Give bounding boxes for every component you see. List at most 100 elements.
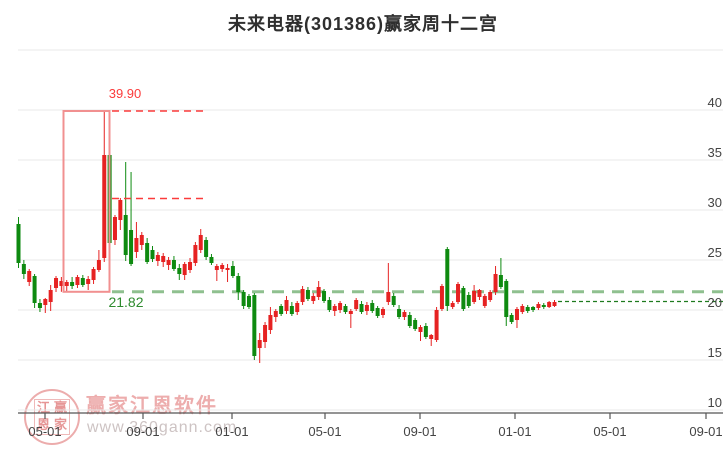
candle-body — [75, 277, 80, 285]
candle-body — [514, 309, 519, 320]
high-price-annotation: 39.90 — [108, 86, 142, 101]
candle-body — [225, 268, 230, 270]
candle-body — [166, 260, 171, 265]
candle-body — [525, 307, 530, 311]
y-axis-label: 15 — [708, 345, 722, 360]
candle-body — [241, 292, 246, 306]
candle-body — [418, 327, 423, 332]
low-price-annotation: 21.82 — [108, 294, 144, 310]
candle-body — [413, 320, 418, 329]
candle-body — [268, 315, 273, 330]
candle-body — [434, 310, 439, 340]
candle-body — [236, 276, 241, 292]
candle-body — [295, 303, 300, 312]
x-axis-label: 09-01 — [403, 424, 436, 439]
candle-body — [129, 230, 134, 264]
candle-body — [370, 303, 375, 311]
candle-body — [322, 291, 327, 301]
y-axis-label: 20 — [708, 295, 722, 310]
candle-body — [327, 300, 332, 310]
candle-body — [263, 325, 268, 342]
y-axis-label: 10 — [708, 395, 722, 410]
candle-body — [21, 264, 26, 274]
candle-body — [520, 306, 525, 312]
candle-body — [64, 282, 69, 286]
candle-body — [536, 304, 541, 308]
candle-body — [359, 304, 364, 312]
candle-body — [118, 200, 123, 220]
candle-body — [96, 260, 101, 270]
candle-body — [54, 278, 59, 288]
candle-body — [204, 240, 209, 257]
candle-body — [284, 300, 289, 311]
candle-body — [139, 235, 144, 245]
candle-body — [80, 278, 85, 285]
candle-body — [155, 255, 160, 261]
candle-body — [466, 295, 471, 306]
x-axis-label: 05-01 — [593, 424, 626, 439]
candle-body — [48, 290, 53, 302]
candle-body — [59, 281, 64, 286]
candle-body — [343, 306, 348, 312]
y-axis-label: 40 — [708, 95, 722, 110]
candle-body — [43, 299, 48, 305]
candle-body — [37, 303, 42, 308]
candle-body — [220, 265, 225, 269]
candle-body — [102, 155, 107, 258]
x-axis-label: 05-01 — [28, 424, 61, 439]
candle-body — [230, 266, 235, 276]
candle-body — [407, 315, 412, 326]
candle-body — [380, 309, 385, 315]
candle-body — [177, 268, 182, 274]
candle-body — [547, 302, 552, 307]
candle-body — [70, 282, 75, 286]
candle-body — [354, 300, 359, 309]
candle-body — [498, 275, 503, 287]
candle-body — [450, 303, 455, 307]
candle-body — [348, 311, 353, 314]
gann-box — [62, 110, 111, 293]
candle-body — [188, 262, 193, 270]
x-axis-label: 01-01 — [215, 424, 248, 439]
candle-body — [488, 292, 493, 300]
candle-body — [300, 289, 305, 302]
candle-body — [386, 292, 391, 302]
candle-body — [279, 306, 284, 314]
candle-body — [209, 257, 214, 263]
candle-body — [193, 245, 198, 263]
x-axis-label: 05-01 — [308, 424, 341, 439]
candle-body — [311, 296, 316, 301]
candle-body — [161, 256, 166, 262]
x-axis-label: 09-01 — [689, 424, 722, 439]
candle-body — [86, 279, 91, 284]
candle-body — [456, 284, 461, 302]
candle-body — [257, 340, 262, 348]
candle-body — [531, 307, 536, 310]
candle-body — [477, 290, 482, 297]
candle-body — [112, 217, 117, 240]
candle-body — [305, 290, 310, 299]
candle-body — [375, 308, 380, 316]
candle-body — [364, 305, 369, 311]
candle-body — [198, 235, 203, 250]
candle-body — [91, 269, 96, 280]
candle-body — [332, 306, 337, 311]
candle-body — [552, 302, 557, 306]
candle-body — [246, 296, 251, 307]
x-axis-label: 01-01 — [498, 424, 531, 439]
candle-body — [509, 315, 514, 322]
candle-body — [316, 287, 321, 297]
y-axis-label: 35 — [708, 145, 722, 160]
candle-body — [134, 238, 139, 252]
candle-body — [482, 296, 487, 306]
x-axis-label: 09-01 — [126, 424, 159, 439]
candle-body — [214, 266, 219, 270]
candle-body — [289, 306, 294, 314]
candle-body — [423, 326, 428, 337]
candle-body — [391, 296, 396, 305]
candle-body — [171, 260, 176, 269]
candle-body — [150, 250, 155, 259]
candle-body — [402, 312, 407, 317]
candle-body — [493, 274, 498, 292]
